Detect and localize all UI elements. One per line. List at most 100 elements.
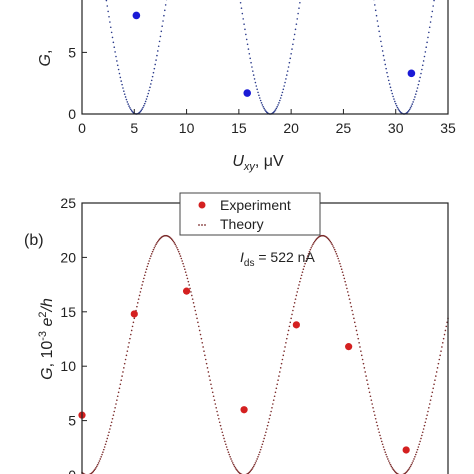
- theory-curve-dot: [257, 91, 259, 94]
- theory-curve-dot: [124, 96, 127, 98]
- theory-curve-dot: [355, 329, 358, 332]
- theory-curve-dot: [433, 383, 435, 386]
- theory-curve-dot: [92, 470, 95, 473]
- theory-curve-dot: [414, 456, 416, 458]
- theory-curve-dot: [116, 399, 118, 401]
- theory-curve-dot: [338, 260, 340, 262]
- theory-curve-dot: [121, 83, 123, 86]
- theory-curve-dot: [152, 71, 155, 74]
- theory-curve-dot: [349, 302, 352, 304]
- theory-curve-dot: [243, 23, 245, 25]
- theory-curve-dot: [115, 55, 117, 58]
- theory-curve-dot: [157, 45, 160, 48]
- x-tick-label: 15: [231, 120, 247, 136]
- theory-curve-dot: [262, 106, 265, 108]
- theory-curve-dot: [343, 277, 346, 280]
- theory-curve-dot: [153, 246, 156, 249]
- theory-curve-dot: [203, 350, 205, 352]
- theory-curve-dot: [441, 342, 444, 344]
- theory-curve-dot: [178, 253, 181, 255]
- theory-curve-dot: [277, 104, 279, 106]
- theory-curve-dot: [294, 298, 297, 300]
- theory-curve-dot: [206, 367, 209, 369]
- theory-curve-dot: [287, 329, 290, 332]
- theory-curve-dot: [298, 284, 300, 286]
- theory-curve-dot: [114, 51, 116, 53]
- theory-curve-dot: [145, 98, 148, 100]
- theory-curve-dot: [407, 111, 409, 113]
- theory-curve-dot: [274, 109, 277, 111]
- theory-curve-dot: [130, 333, 132, 336]
- theory-curve-dot: [228, 453, 231, 456]
- theory-curve-dot: [176, 246, 178, 249]
- theory-curve-dot: [421, 64, 424, 67]
- theory-curve-dot: [106, 5, 109, 7]
- x-tick-label: 10: [179, 120, 195, 136]
- theory-curve-dot: [257, 456, 259, 458]
- theory-curve-dot: [392, 468, 394, 470]
- experiment-point: [345, 343, 353, 351]
- theory-curve-dot: [244, 28, 246, 31]
- theory-curve-dot: [142, 280, 144, 283]
- theory-curve-dot: [173, 242, 176, 244]
- theory-curve-dot: [234, 466, 237, 469]
- theory-curve-dot: [161, 25, 163, 28]
- theory-curve-dot: [386, 71, 388, 74]
- theory-curve-dot: [303, 265, 306, 268]
- theory-curve-dot: [145, 268, 148, 271]
- theory-curve-dot: [331, 243, 333, 246]
- theory-curve-dot: [344, 280, 346, 283]
- theory-curve-dot: [356, 333, 359, 336]
- theory-curve-dot: [152, 248, 155, 251]
- theory-curve-dot: [433, 0, 435, 2]
- theory-curve-dot: [435, 375, 437, 377]
- theory-curve-dot: [264, 434, 266, 437]
- theory-curve-dot: [414, 93, 417, 95]
- theory-curve-dot: [292, 38, 295, 41]
- theory-curve-dot: [195, 313, 197, 316]
- theory-curve-dot: [272, 399, 275, 401]
- panel-a-experiment-points: [132, 11, 416, 97]
- theory-curve-dot: [259, 99, 262, 102]
- theory-curve-dot: [264, 109, 266, 111]
- theory-curve-dot: [278, 375, 280, 377]
- theory-curve-dot: [273, 110, 276, 112]
- theory-curve-dot: [435, 371, 438, 373]
- theory-curve-dot: [163, 14, 165, 17]
- theory-curve-dot: [181, 260, 184, 262]
- theory-curve-dot: [110, 31, 113, 34]
- theory-curve-dot: [124, 358, 127, 361]
- theory-curve-dot: [279, 99, 281, 102]
- theory-curve-dot: [221, 431, 224, 434]
- theory-curve-dot: [260, 446, 263, 448]
- theory-curve-dot: [381, 50, 384, 52]
- theory-curve-dot: [278, 102, 280, 104]
- theory-curve-dot: [385, 67, 387, 70]
- theory-curve-dot: [391, 92, 394, 95]
- theory-curve-dot: [310, 246, 312, 249]
- theory-curve-dot: [372, 406, 374, 409]
- theory-curve-dot: [390, 89, 393, 92]
- theory-curve-dot: [267, 421, 270, 424]
- theory-curve-dot: [421, 431, 424, 434]
- theory-curve-dot: [292, 305, 295, 308]
- theory-curve-dot: [332, 245, 334, 247]
- theory-curve-dot: [425, 46, 428, 48]
- theory-curve-dot: [109, 26, 112, 29]
- theory-curve-dot: [284, 81, 286, 84]
- theory-curve-dot: [225, 446, 228, 448]
- theory-curve-dot: [371, 403, 373, 405]
- theory-curve-dot: [394, 102, 397, 105]
- theory-curve-dot: [275, 387, 278, 390]
- theory-curve-dot: [286, 333, 289, 336]
- theory-curve-dot: [163, 9, 166, 12]
- theory-curve-dot: [417, 446, 420, 448]
- theory-curve-dot: [123, 367, 125, 369]
- theory-curve-dot: [146, 95, 149, 98]
- theory-curve-dot: [95, 466, 97, 469]
- theory-curve-dot: [216, 410, 218, 413]
- theory-curve-dot: [224, 443, 227, 446]
- theory-curve-dot: [249, 57, 251, 60]
- theory-curve-dot: [188, 284, 190, 286]
- theory-curve-dot: [217, 414, 219, 416]
